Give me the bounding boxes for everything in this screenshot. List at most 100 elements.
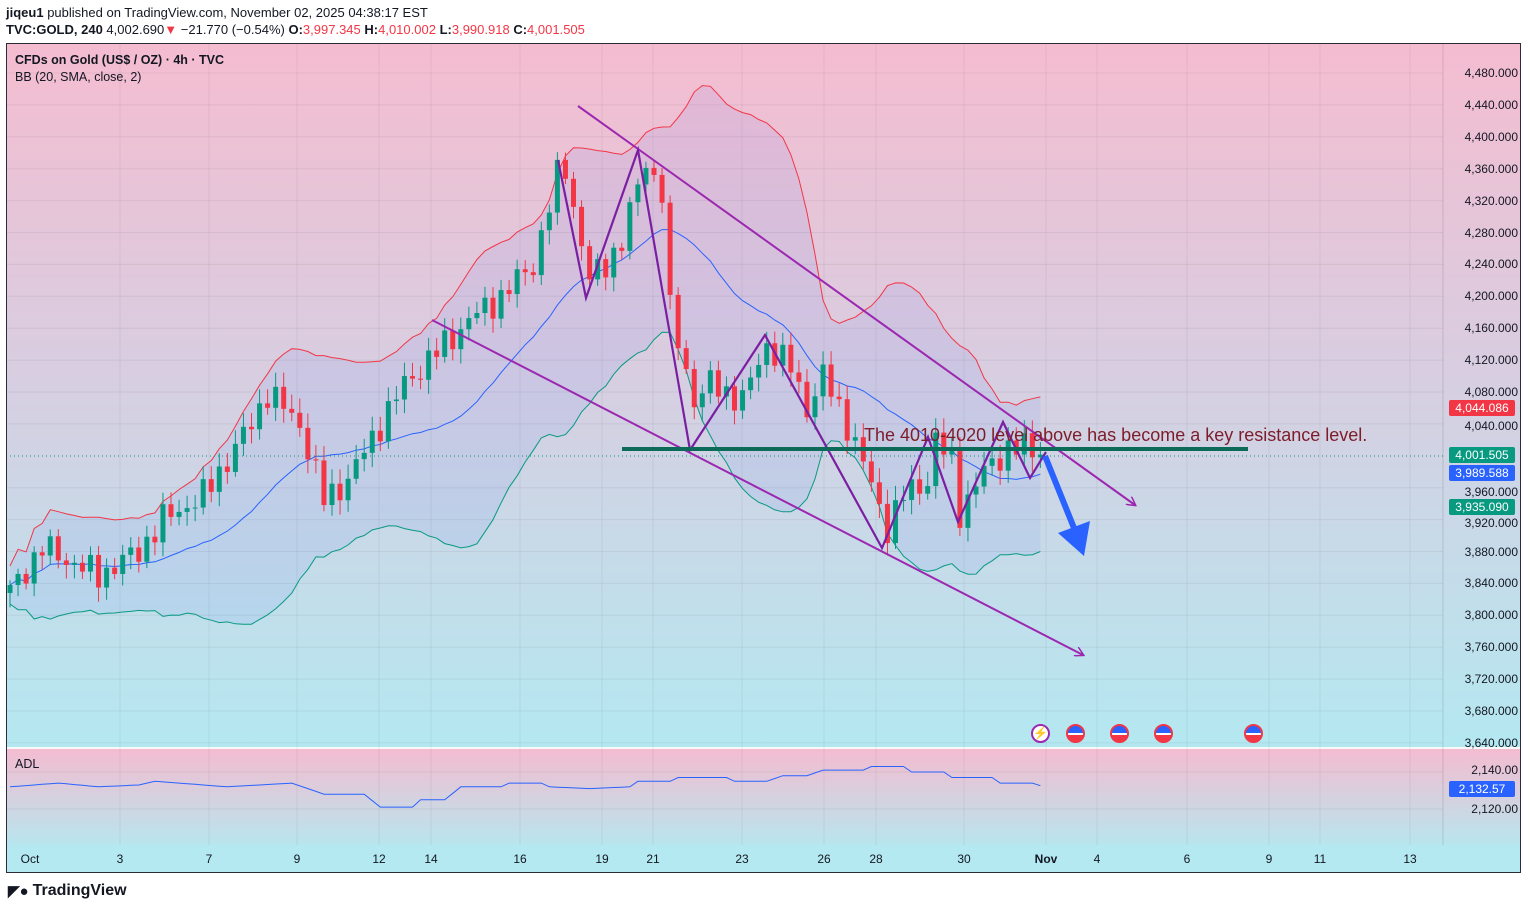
candle — [200, 466, 206, 515]
candle — [925, 471, 931, 500]
candle — [740, 379, 746, 419]
bb-lower-tag: 3,935.090 — [1449, 499, 1515, 515]
candle — [828, 351, 834, 407]
tradingview-logo[interactable]: ◤● TradingView — [8, 882, 127, 900]
time-axis-label: 14 — [424, 852, 438, 866]
time-axis-label: 11 — [1313, 852, 1327, 866]
candle — [836, 383, 842, 407]
candle — [176, 499, 182, 526]
candle — [571, 171, 576, 219]
bb-upper-tag: 4,044.086 — [1449, 400, 1515, 416]
candle — [619, 242, 625, 260]
candle — [128, 537, 134, 570]
candle — [965, 480, 971, 542]
candle — [47, 529, 53, 565]
symbol: TVC:GOLD, 240 — [6, 22, 103, 37]
candle — [55, 529, 61, 569]
candle — [240, 413, 246, 456]
price-axis-label: 4,160.000 — [1464, 321, 1518, 336]
time-axis[interactable] — [7, 846, 1520, 872]
candle — [281, 372, 287, 423]
us-flag-event-icon[interactable] — [1110, 724, 1129, 743]
open-label: O: — [288, 22, 303, 37]
time-axis-label: 12 — [372, 852, 386, 866]
candle — [249, 412, 254, 444]
candle — [377, 416, 383, 452]
candle — [788, 332, 794, 387]
lower-trendline[interactable] — [431, 319, 1083, 655]
candle — [273, 372, 279, 421]
candle — [15, 568, 21, 597]
candle — [748, 366, 754, 400]
price-axis-label: 3,840.000 — [1464, 576, 1518, 591]
candle — [691, 360, 697, 420]
candle — [715, 360, 721, 404]
price-axis-label: 4,320.000 — [1464, 193, 1518, 208]
candle — [434, 338, 440, 370]
price-axis-label: 3,920.000 — [1464, 515, 1518, 530]
price-axis-label: 3,960.000 — [1464, 484, 1518, 499]
candle — [120, 544, 126, 586]
tv-logo-icon: ◤● — [8, 883, 29, 900]
candle — [410, 362, 415, 387]
candle — [522, 260, 528, 286]
resistance-annotation[interactable]: The 4010-4020 level above has become a k… — [864, 425, 1368, 445]
zigzag-pattern[interactable] — [556, 145, 1047, 551]
candle — [450, 318, 456, 361]
candle — [707, 361, 713, 404]
candle — [1005, 427, 1011, 483]
candle — [257, 389, 263, 440]
price-axis-label: 4,080.000 — [1464, 385, 1518, 399]
time-axis-label: 30 — [957, 852, 971, 866]
bb-indicator-label[interactable]: BB (20, SMA, close, 2) — [15, 70, 142, 84]
publisher-name[interactable]: jiqeu1 — [6, 5, 44, 20]
down-arrow-icon: ▼ — [164, 22, 178, 37]
candle — [627, 196, 633, 260]
publish-text: published on TradingView.com, November 0… — [47, 5, 428, 20]
us-flag-event-icon[interactable] — [1154, 724, 1173, 743]
upper-trendline[interactable] — [577, 105, 1135, 505]
candle — [458, 317, 464, 364]
time-axis-label: 9 — [293, 852, 301, 866]
price-axis-label: 4,360.000 — [1464, 161, 1518, 176]
candle — [812, 383, 818, 430]
earnings-lightning-icon[interactable]: ⚡ — [1031, 724, 1050, 743]
candle — [224, 453, 230, 484]
candle — [305, 413, 311, 474]
candle — [144, 525, 150, 569]
candle — [482, 286, 488, 326]
candle — [216, 453, 222, 507]
us-flag-event-icon[interactable] — [1066, 724, 1085, 743]
us-flag-event-icon[interactable] — [1244, 724, 1263, 743]
chart-frame[interactable] — [6, 43, 1521, 873]
footer-brand: TradingView — [32, 882, 127, 899]
candle — [997, 444, 1003, 485]
time-axis-label: 7 — [205, 852, 213, 866]
adl-line — [9, 766, 1041, 808]
candle — [208, 466, 214, 503]
adl-pane[interactable] — [7, 747, 1520, 848]
candle — [112, 557, 118, 580]
price-axis-label: 3,680.000 — [1464, 704, 1518, 718]
low-label: L: — [439, 22, 452, 37]
candle — [562, 152, 568, 185]
price-axis-label: 3,720.000 — [1464, 672, 1518, 687]
candle — [418, 365, 424, 390]
adl-indicator-label[interactable]: ADL — [15, 757, 40, 771]
candle — [635, 178, 641, 217]
chart-title[interactable]: CFDs on Gold (US$ / OZ) · 4h · TVC — [15, 53, 225, 67]
ohlc-bar: TVC:GOLD, 240 4,002.690▼ −21.770 (−0.54%… — [6, 22, 585, 37]
candle — [289, 394, 295, 422]
time-axis-label: 23 — [735, 852, 749, 866]
candle — [168, 492, 174, 526]
candle — [804, 369, 810, 423]
time-axis-label: 16 — [513, 852, 527, 866]
candle — [506, 280, 512, 303]
candle — [699, 384, 705, 422]
candle — [796, 359, 802, 394]
time-axis-label: 9 — [1265, 852, 1273, 866]
bb-lower-line — [9, 331, 1041, 625]
bearish-arrow[interactable] — [1042, 454, 1090, 556]
candle — [184, 495, 190, 526]
